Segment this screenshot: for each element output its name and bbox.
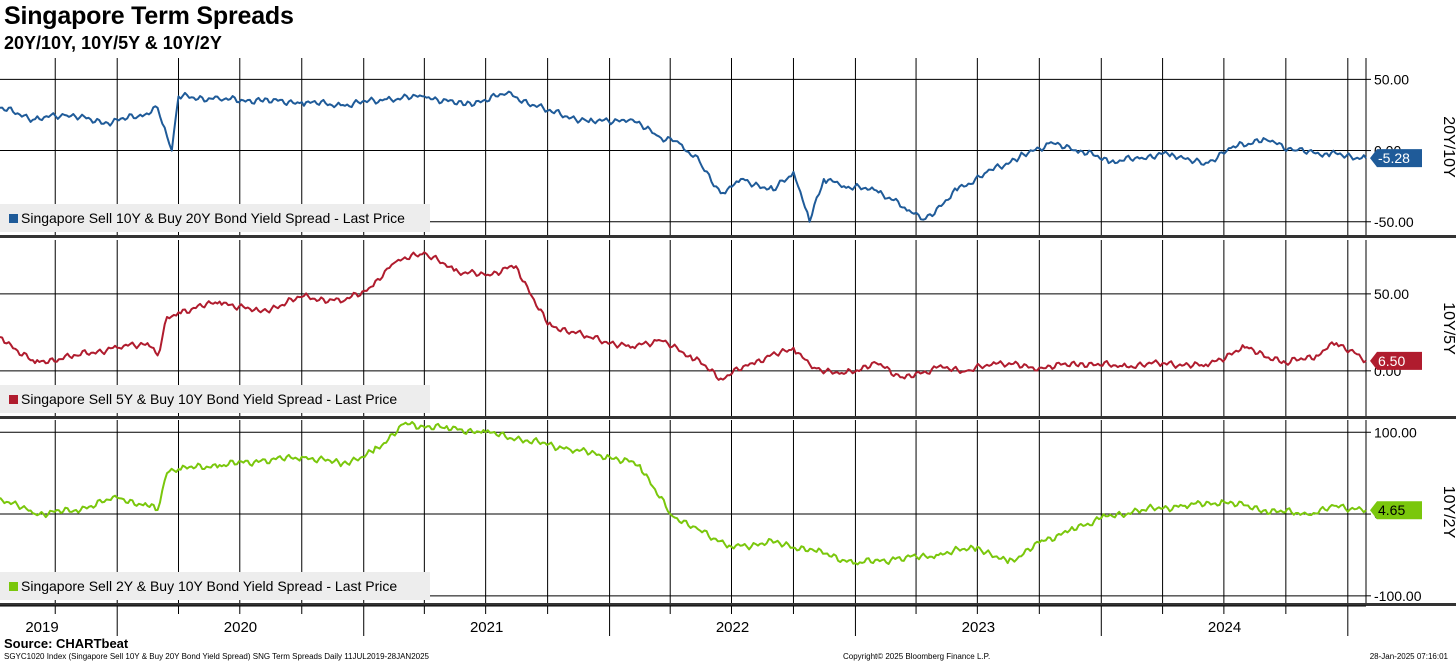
y-tick-label: -100.00 (1374, 588, 1422, 604)
panel-separator (0, 603, 1456, 606)
x-year-label: 2024 (1208, 619, 1241, 636)
last-value-tag (1370, 149, 1422, 168)
legend-swatch (9, 582, 18, 591)
panel-separator (0, 235, 1456, 238)
x-axis: 2019 2020 2021 2022 2023 2024 (0, 605, 1366, 636)
source-note: Source: CHARTbeat (4, 636, 129, 651)
y-tick-label: 50.00 (1374, 286, 1409, 302)
x-year-label: 2020 (224, 619, 257, 636)
panel-separator (0, 416, 1456, 419)
footer-copyright: Copyright© 2025 Bloomberg Finance L.P. (843, 652, 991, 661)
legend-swatch (9, 395, 18, 404)
last-value-tag (1370, 501, 1422, 520)
series-line (0, 421, 1367, 566)
axis-title: 10Y/5Y (1440, 302, 1456, 355)
last-value-tag (1370, 351, 1422, 370)
y-tick-label: -50.00 (1374, 214, 1414, 230)
footer-index-info: SGYC1020 Index (Singapore Sell 10Y & Buy… (4, 652, 429, 661)
x-year-label: 2023 (962, 619, 995, 636)
y-tick-label: 50.00 (1374, 71, 1409, 87)
x-year-label: 2021 (470, 619, 503, 636)
legend-box (0, 385, 430, 413)
last-value-label: 4.65 (1378, 502, 1405, 518)
axis-title: 20Y/10Y (1440, 116, 1456, 178)
legend-label: Singapore Sell 2Y & Buy 10Y Bond Yield S… (21, 578, 397, 594)
x-year-label: 2022 (716, 619, 749, 636)
y-tick-label: 100.00 (1374, 424, 1417, 440)
series-line (0, 251, 1367, 381)
legend-box (0, 572, 430, 600)
last-value-label: 6.50 (1378, 353, 1405, 369)
chart-title: Singapore Term Spreads (4, 2, 294, 30)
legend-box (0, 204, 430, 232)
series-line (0, 90, 1367, 223)
footer-timestamp: 28-Jan-2025 07:16:01 (1369, 652, 1448, 661)
chart-subtitle: 20Y/10Y, 10Y/5Y & 10Y/2Y (4, 33, 222, 53)
legend-swatch (9, 214, 18, 223)
legend-label: Singapore Sell 10Y & Buy 20Y Bond Yield … (21, 210, 405, 226)
legend-label: Singapore Sell 5Y & Buy 10Y Bond Yield S… (21, 391, 397, 407)
axis-title: 10Y/2Y (1440, 486, 1456, 539)
x-year-label: 2019 (25, 619, 58, 636)
last-value-label: -5.28 (1378, 150, 1410, 166)
